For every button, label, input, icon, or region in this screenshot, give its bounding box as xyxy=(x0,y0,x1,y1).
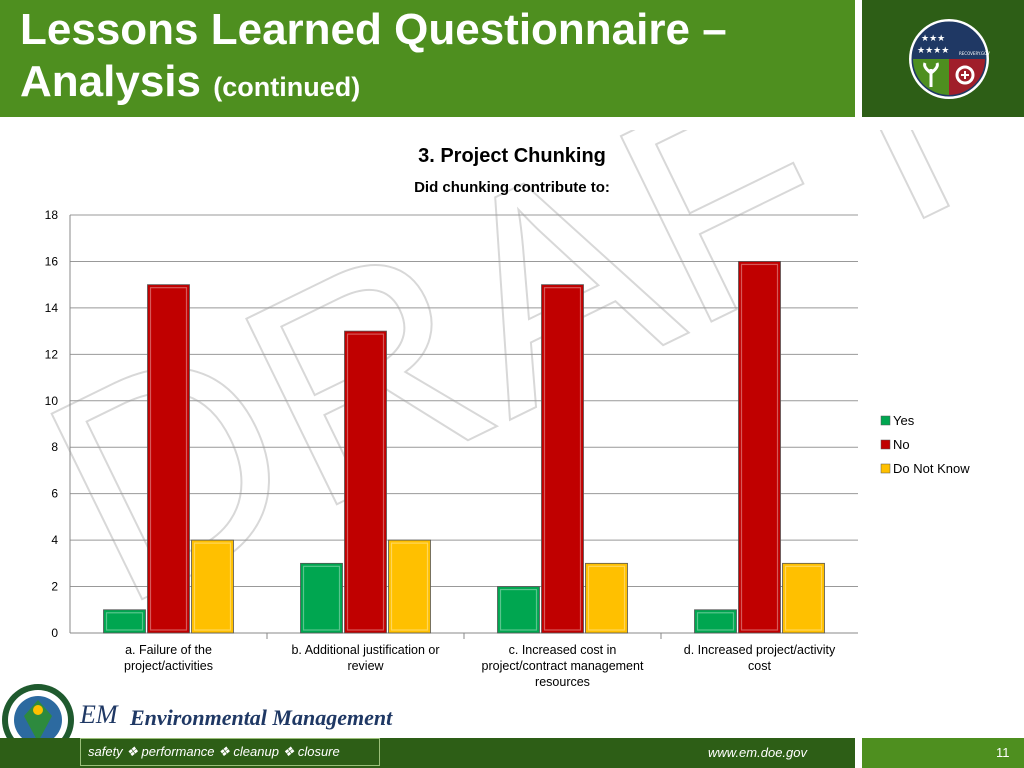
y-tick-label: 0 xyxy=(51,626,58,640)
bar-bevel xyxy=(740,263,779,631)
x-category-label: resources xyxy=(535,675,590,689)
slide-title: Lessons Learned Questionnaire – Analysis… xyxy=(20,4,727,113)
chart-subtitle: Did chunking contribute to: xyxy=(414,179,610,196)
legend-swatch-yes xyxy=(880,415,891,426)
header-separator xyxy=(855,0,862,117)
bar-bevel xyxy=(105,612,144,631)
x-category-label: d. Increased project/activity xyxy=(684,643,836,657)
page-number: 11 xyxy=(996,745,1010,760)
em-logo: EM xyxy=(80,700,118,729)
bar-yes xyxy=(694,609,737,634)
y-tick-label: 18 xyxy=(45,208,59,222)
bar-yes xyxy=(497,586,540,634)
x-axis-labels: a. Failure of the project/activities b. Ad… xyxy=(124,643,836,689)
bar-bevel xyxy=(499,588,538,631)
bar-do-not-know xyxy=(191,539,234,634)
website-link[interactable]: www.em.doe.gov xyxy=(708,745,807,760)
title-suffix: (continued) xyxy=(213,72,361,102)
x-category-label: a. Failure of the xyxy=(125,643,212,657)
title-line-1: Lessons Learned Questionnaire – xyxy=(20,5,727,54)
seal-label: RECOVERY.GOV xyxy=(959,51,990,56)
legend-label: Yes xyxy=(893,413,915,428)
bar-no xyxy=(541,284,584,634)
bars xyxy=(103,261,825,634)
y-tick-label: 8 xyxy=(51,440,58,454)
y-tick-label: 12 xyxy=(45,347,59,361)
footer-bar xyxy=(0,738,855,768)
svg-text:★★★: ★★★ xyxy=(921,34,945,44)
x-category-label: cost xyxy=(748,659,771,673)
bar-no xyxy=(344,330,387,634)
bar-bevel xyxy=(149,287,188,631)
y-tick-label: 16 xyxy=(45,254,59,268)
bar-yes xyxy=(103,609,146,634)
bar-no xyxy=(147,284,190,634)
legend-swatch-no xyxy=(880,439,891,450)
footer-page-panel xyxy=(862,738,1024,768)
tagline-box xyxy=(80,738,380,766)
bar-bevel xyxy=(390,542,429,631)
legend-label: No xyxy=(893,437,910,452)
bar-no xyxy=(738,261,781,634)
tagline: safety ❖ performance ❖ cleanup ❖ closure xyxy=(88,744,340,759)
legend: Yes No Do Not Know xyxy=(880,413,970,476)
recovery-gov-seal-icon: ★★★ ★★★★ RECOVERY.GOV xyxy=(909,19,990,99)
bar-chart: DRAFT 3. Project Chunking Did chunking c… xyxy=(0,130,1024,689)
chart-title: 3. Project Chunking xyxy=(418,145,606,167)
em-title: Environmental Management xyxy=(130,705,393,730)
y-tick-label: 2 xyxy=(51,580,58,594)
bar-do-not-know xyxy=(585,562,628,634)
y-tick-label: 6 xyxy=(51,487,58,501)
y-tick-label: 10 xyxy=(45,394,59,408)
x-category-label: project/activities xyxy=(124,659,213,673)
title-line-2: Analysis xyxy=(20,57,201,106)
svg-text:★★★★: ★★★★ xyxy=(917,46,949,56)
bar-bevel xyxy=(346,333,385,631)
bar-bevel xyxy=(543,287,582,631)
y-tick-label: 4 xyxy=(51,533,58,547)
x-category-label: c. Increased cost in xyxy=(509,643,617,657)
bar-bevel xyxy=(302,565,341,631)
y-tick-label: 14 xyxy=(45,301,59,315)
bar-bevel xyxy=(784,565,823,631)
x-category-label: review xyxy=(347,659,384,673)
bar-do-not-know xyxy=(388,539,431,634)
legend-swatch-do-not-know xyxy=(880,463,891,474)
x-category-label: project/contract management xyxy=(482,659,644,673)
bar-bevel xyxy=(587,565,626,631)
x-category-label: b. Additional justification or xyxy=(291,643,439,657)
bar-bevel xyxy=(696,612,735,631)
legend-label: Do Not Know xyxy=(893,461,970,476)
footer-separator xyxy=(855,738,862,768)
bar-bevel xyxy=(193,542,232,631)
header-bar xyxy=(0,0,855,117)
bar-do-not-know xyxy=(782,562,825,634)
bar-yes xyxy=(300,562,343,634)
